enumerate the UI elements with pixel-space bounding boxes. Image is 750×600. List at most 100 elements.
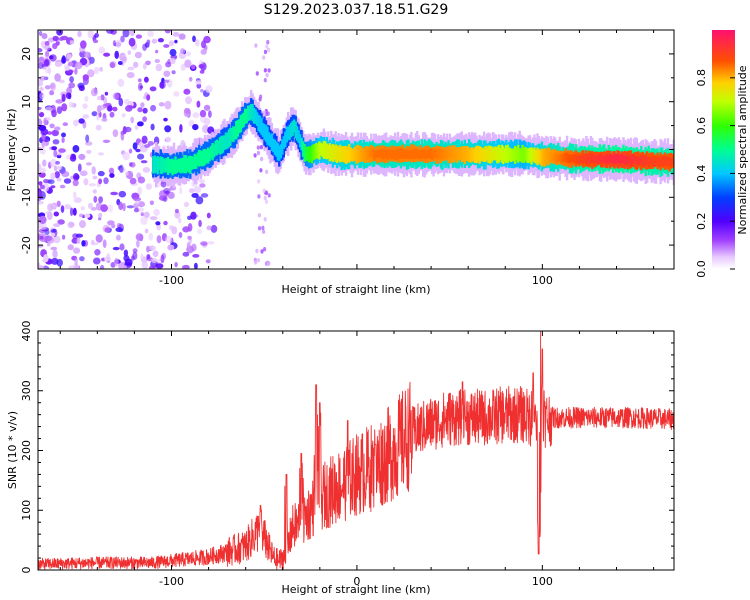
noise-blob (257, 179, 261, 184)
ridge-cell (272, 138, 275, 153)
ridge-cell (417, 152, 420, 157)
noise-blob (49, 83, 55, 89)
noise-blob (263, 195, 267, 201)
noise-blob (38, 191, 42, 198)
ridge-cell (284, 131, 287, 148)
noise-blob (191, 64, 196, 70)
noise-blob (73, 191, 77, 199)
ridge-cell (294, 121, 297, 139)
noise-blob (65, 92, 72, 99)
noise-blob (73, 197, 82, 204)
x-tick-label: 0 (353, 575, 360, 588)
ridge-cell (668, 160, 671, 164)
noise-blob (199, 183, 206, 188)
ridge-cell (319, 148, 323, 153)
ridge-cell (509, 152, 512, 157)
ridge-cell (573, 156, 576, 160)
noise-blob (94, 32, 99, 38)
ridge-cell (577, 157, 581, 162)
noise-blob (253, 153, 257, 158)
y-tick-label: 300 (20, 380, 33, 401)
ridge-cell (315, 150, 318, 155)
ridge-cell (568, 156, 572, 161)
noise-blob (56, 165, 62, 171)
noise-blob (119, 164, 124, 173)
noise-blob (124, 258, 133, 267)
ridge-cell (260, 118, 263, 135)
ridge-cell (356, 152, 360, 157)
ridge-cell (247, 105, 250, 121)
noise-blob (74, 61, 83, 70)
noise-blob (140, 253, 144, 260)
noise-blob (68, 265, 77, 269)
noise-blob (256, 145, 260, 150)
ridge-cell (208, 148, 211, 162)
noise-blob (91, 111, 98, 117)
noise-blob (50, 229, 57, 233)
ridge-cell (386, 153, 389, 157)
noise-blob (179, 186, 183, 195)
ridge-cell (567, 157, 570, 161)
noise-blob (199, 70, 205, 74)
ridge-cell (650, 158, 653, 163)
noise-blob (87, 202, 94, 209)
ridge-cell (298, 134, 302, 148)
noise-blob (123, 249, 129, 257)
noise-blob (74, 67, 78, 75)
ridge-cell (190, 159, 193, 168)
noise-blob (257, 194, 261, 199)
ridge-cell (500, 152, 504, 157)
y-tick-label: 400 (20, 321, 33, 342)
noise-blob (169, 48, 177, 57)
ridge-cell (514, 152, 517, 157)
ridge-cell (192, 157, 195, 167)
x-tick-label: 100 (532, 575, 553, 588)
ridge-cell (175, 161, 179, 169)
noise-blob (187, 235, 192, 240)
ridge-cell (490, 153, 493, 158)
ridge-cell (331, 150, 334, 155)
noise-blob (50, 246, 58, 251)
ridge-cell (591, 157, 594, 161)
noise-blob (135, 200, 140, 205)
ridge-cell (341, 153, 345, 157)
ridge-cell (209, 145, 213, 159)
noise-blob (109, 173, 115, 178)
noise-blob (130, 116, 135, 124)
ridge-cell (186, 159, 189, 170)
noise-blob (68, 40, 75, 45)
ridge-cell (564, 155, 567, 160)
noise-blob (172, 32, 180, 37)
ridge-cell (221, 135, 225, 153)
noise-blob (38, 109, 42, 114)
noise-blob (265, 73, 269, 78)
noise-blob (49, 90, 55, 96)
noise-blob (163, 44, 170, 48)
ridge-cell (478, 151, 481, 156)
noise-blob (38, 147, 43, 151)
ridge-cell (382, 153, 385, 157)
ridge-cell (601, 158, 604, 162)
noise-blob (151, 38, 158, 44)
ridge-cell (343, 153, 346, 157)
ridge-cell (266, 126, 269, 145)
ridge-cell (450, 152, 453, 157)
noise-blob (98, 196, 103, 204)
noise-blob (192, 35, 196, 43)
noise-blob (263, 49, 268, 55)
noise-blob (148, 245, 156, 251)
ridge-cell (205, 150, 208, 160)
noise-blob (183, 88, 191, 95)
ridge-cell (172, 160, 176, 171)
noise-blob (120, 132, 125, 141)
ridge-cell (494, 153, 498, 157)
ridge-cell (466, 151, 469, 156)
noise-blob (126, 72, 135, 79)
ridge-cell (448, 152, 452, 156)
ridge-cell (646, 160, 649, 164)
noise-blob (56, 30, 63, 36)
noise-blob (187, 223, 193, 232)
ridge-cell (506, 153, 509, 158)
noise-blob (82, 74, 90, 81)
